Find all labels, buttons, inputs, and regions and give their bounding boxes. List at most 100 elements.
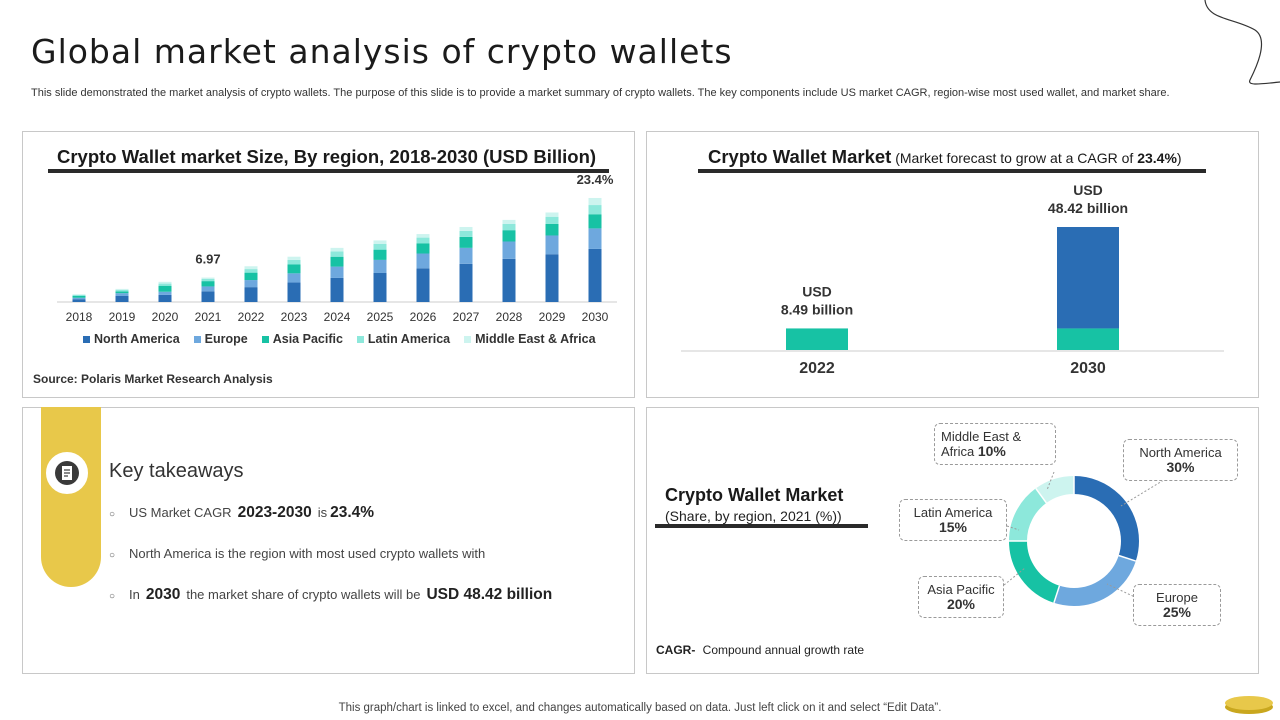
bar-2026-middle-east-africa bbox=[416, 234, 430, 238]
bar-2025-europe bbox=[373, 259, 387, 273]
forecast-title-bold: Crypto Wallet Market bbox=[708, 146, 892, 167]
document-icon bbox=[55, 461, 79, 485]
share-title-rule bbox=[655, 524, 868, 528]
bar-2026-north-america bbox=[416, 268, 430, 302]
bar-2018-asia-pacific bbox=[72, 295, 86, 298]
legend-swatch-north-america bbox=[83, 335, 90, 343]
bar-2021-latin-america bbox=[201, 279, 215, 282]
legend-swatch-middle-east-africa bbox=[464, 335, 472, 343]
bullet-2-text: North America is the region with most us… bbox=[129, 546, 486, 561]
takeaway-bullet-1: ○ US Market CAGR 2023-2030 is 23.4% bbox=[109, 504, 374, 522]
bar-2023-middle-east-africa bbox=[287, 256, 301, 260]
legend-label-middle-east-africa: Middle East & Africa bbox=[475, 332, 596, 346]
callout-eu-value: 25% bbox=[1162, 604, 1192, 620]
bar-2027-latin-america bbox=[459, 230, 473, 237]
bar-2024-latin-america bbox=[330, 251, 344, 257]
takeaways-panel: Key takeaways ○ US Market CAGR 2023-2030… bbox=[22, 407, 635, 674]
bar-2022-europe bbox=[244, 280, 258, 288]
legend-label-latin-america: Latin America bbox=[367, 332, 451, 346]
forecast-x-tick: 2030 bbox=[1070, 360, 1106, 377]
callout-asia-pacific: Asia Pacific 20% bbox=[918, 576, 1004, 618]
bar-2026-asia-pacific bbox=[416, 243, 430, 254]
callout-north-america: North America 30% bbox=[1123, 439, 1238, 481]
bar-2028-middle-east-africa bbox=[502, 219, 516, 224]
x-tick-label: 2030 bbox=[582, 310, 609, 324]
legend-asia-pacific: Asia Pacific bbox=[261, 332, 343, 346]
share-donut-chart bbox=[1003, 471, 1178, 606]
bar-2027-asia-pacific bbox=[459, 236, 473, 248]
bar-2023-north-america bbox=[287, 282, 301, 302]
callout-mea-name: Middle East & bbox=[941, 429, 1022, 444]
forecast-bar-2030-base bbox=[1057, 328, 1119, 350]
x-tick-label: 2022 bbox=[238, 310, 265, 324]
bar-2018-europe bbox=[72, 297, 86, 300]
bar-2018-north-america bbox=[72, 299, 86, 302]
forecast-title-end: ) bbox=[1176, 150, 1182, 166]
bar-2030-middle-east-africa bbox=[588, 197, 602, 206]
cagr-note-desc: Compound annual growth rate bbox=[702, 643, 865, 657]
donut-separator bbox=[1118, 554, 1137, 562]
share-title: Crypto Wallet Market bbox=[665, 485, 844, 505]
legend-middle-east-africa: Middle East & Africa bbox=[464, 332, 596, 346]
bar-2018-middle-east-africa bbox=[72, 294, 86, 295]
data-label: 6.97 bbox=[195, 252, 220, 267]
bar-2028-north-america bbox=[502, 258, 516, 302]
bar-2022-latin-america bbox=[244, 269, 258, 273]
legend-north-america: North America bbox=[83, 332, 180, 346]
callout-leader-line bbox=[1003, 567, 1026, 586]
bullet-3-text: the market share of crypto wallets will … bbox=[186, 587, 421, 602]
bar-2027-north-america bbox=[459, 263, 473, 302]
callout-ap-value: 20% bbox=[946, 596, 976, 612]
x-tick-label: 2026 bbox=[410, 310, 437, 324]
bullet-icon: ○ bbox=[109, 550, 116, 561]
legend-label-north-america: North America bbox=[94, 332, 180, 346]
forecast-title: Crypto Wallet Market (Market forecast to… bbox=[708, 146, 1182, 168]
x-tick-label: 2021 bbox=[195, 310, 222, 324]
cagr-note-label: CAGR- bbox=[656, 643, 696, 657]
market-size-panel: Crypto Wallet market Size, By region, 20… bbox=[22, 131, 635, 398]
x-tick-label: 2019 bbox=[109, 310, 136, 324]
share-panel: Crypto Wallet Market (Share, by region, … bbox=[646, 407, 1259, 674]
forecast-bar-chart: USD 8.49 billion 2022 USD 48.42 billion 2030 bbox=[681, 182, 1224, 377]
legend-latin-america: Latin America bbox=[356, 332, 451, 346]
callout-ap-name: Asia Pacific bbox=[927, 582, 995, 597]
bar-2026-latin-america bbox=[416, 237, 430, 244]
footer-note: This graph/chart is linked to excel, and… bbox=[338, 702, 942, 714]
callout-leader-line bbox=[1120, 471, 1178, 507]
forecast-bar-2030-growth bbox=[1057, 227, 1119, 329]
bar-2030-latin-america bbox=[588, 205, 602, 215]
bar-2029-north-america bbox=[545, 254, 559, 302]
market-size-title-rule bbox=[48, 169, 609, 173]
bar-2028-europe bbox=[502, 241, 516, 259]
donut-group bbox=[1009, 476, 1139, 606]
bar-2023-asia-pacific bbox=[287, 264, 301, 274]
x-tick-label: 2023 bbox=[281, 310, 308, 324]
x-tick-label: 2018 bbox=[66, 310, 93, 324]
forecast-panel: Crypto Wallet Market (Market forecast to… bbox=[646, 131, 1259, 398]
forecast-x-tick: 2022 bbox=[799, 360, 835, 377]
donut-slice-europe bbox=[1009, 476, 1139, 606]
callout-middle-east-africa: Middle East & Africa 10% bbox=[934, 423, 1056, 465]
share-subtitle: (Share, by region, 2021 (%)) bbox=[665, 508, 842, 524]
forecast-label-value: 8.49 billion bbox=[781, 301, 853, 317]
legend-swatch-latin-america bbox=[356, 335, 364, 343]
bar-2020-asia-pacific bbox=[158, 285, 172, 292]
bar-2024-asia-pacific bbox=[330, 256, 344, 267]
bar-2019-north-america bbox=[115, 295, 129, 302]
bar-2022-asia-pacific bbox=[244, 272, 258, 281]
forecast-label-currency: USD bbox=[802, 283, 832, 299]
legend-swatch-europe bbox=[193, 335, 201, 343]
callout-mea-value: 10% bbox=[977, 443, 1006, 459]
bar-2025-latin-america bbox=[373, 243, 387, 250]
chart-legend: North America Europe Asia Pacific Latin … bbox=[83, 332, 596, 346]
bar-2022-middle-east-africa bbox=[244, 266, 258, 270]
callout-na-value: 30% bbox=[1166, 459, 1195, 475]
bar-2029-middle-east-africa bbox=[545, 212, 559, 217]
bullet-1-value: 23.4% bbox=[330, 504, 375, 521]
bar-2020-europe bbox=[158, 291, 172, 295]
bar-2021-europe bbox=[201, 286, 215, 292]
x-tick-label: 2020 bbox=[152, 310, 179, 324]
yellow-ribbon bbox=[41, 407, 101, 587]
bar-2029-latin-america bbox=[545, 216, 559, 224]
bar-2021-asia-pacific bbox=[201, 281, 215, 287]
